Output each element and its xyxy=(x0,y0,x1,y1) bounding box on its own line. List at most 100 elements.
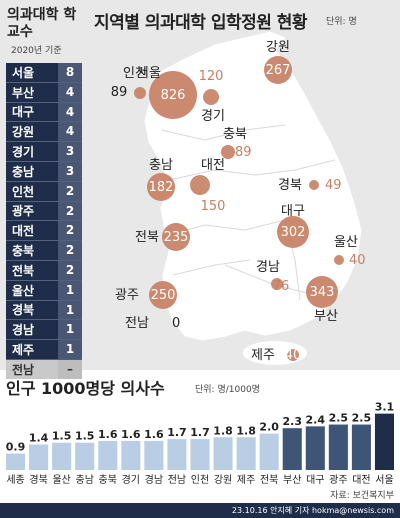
bar-9 xyxy=(213,437,233,470)
bar-value-8: 1.7 xyxy=(190,426,210,439)
bar-category-0: 세종 xyxy=(6,474,24,486)
bar-value-4: 1.6 xyxy=(98,428,118,441)
school-count-region: 부산 xyxy=(12,85,35,100)
school-count-row: 대전 2 xyxy=(6,221,82,242)
region-value-daejeon: 150 xyxy=(201,199,226,214)
school-count-region: 인천 xyxy=(12,184,35,199)
mainland-shape xyxy=(144,31,362,341)
panel-rows: 서울 8 부산 4 대구 4 강원 4 경기 3 충남 3 인천 2 광주 2 대전 2 충북 2 전북 2 울산 1 경북 1 경… xyxy=(6,63,82,379)
bar-value-16: 3.1 xyxy=(375,401,395,414)
bar-value-12: 2.3 xyxy=(282,415,302,428)
panel-subtitle: 2020년 기준 xyxy=(11,46,62,56)
credit-text: 23.10.16 안지혜 기자 hokma@newsis.com xyxy=(231,506,394,515)
bar-category-10: 제주 xyxy=(237,474,255,486)
region-value-ulsan: 40 xyxy=(349,253,366,268)
bar-value-0: 0.9 xyxy=(6,441,26,454)
bar-category-5: 경기 xyxy=(122,473,140,486)
region-value-jeonnam: 0 xyxy=(172,316,180,331)
bar-16 xyxy=(374,413,394,470)
region-value-jeonbuk: 235 xyxy=(164,230,189,245)
bubble-gyeongnam xyxy=(271,278,283,290)
school-count-row: 서울 8 xyxy=(6,63,82,83)
region-label-gyeongbuk: 경북 xyxy=(278,178,302,193)
bubble-jeonbuk xyxy=(162,223,190,251)
bubble-ulsan xyxy=(334,255,344,265)
bar-value-5: 1.6 xyxy=(121,428,141,441)
region-value-gyeonggi: 120 xyxy=(199,69,224,84)
bar-value-9: 1.8 xyxy=(213,424,233,437)
bar-value-10: 1.8 xyxy=(236,424,256,437)
bar-value-13: 2.4 xyxy=(306,413,326,426)
page-title: 지역별 의과대학 입학정원 현황 xyxy=(94,13,308,33)
map-land xyxy=(144,31,362,365)
bar-category-7: 전남 xyxy=(168,474,186,486)
school-count-region: 경남 xyxy=(12,323,35,338)
chart-title: 인구 1000명당 의사수 xyxy=(6,379,165,398)
chart-unit: 단위: 명/1000명 xyxy=(195,385,260,395)
bar-value-11: 2.0 xyxy=(259,421,279,434)
bar-3 xyxy=(75,442,95,470)
region-label-gyeongnam: 경남 xyxy=(256,260,280,275)
bar-category-6: 경남 xyxy=(145,473,163,486)
region-label-chungnam: 충남 xyxy=(149,158,173,173)
bubble-incheon xyxy=(134,87,146,99)
bubble-gangwon xyxy=(264,56,292,84)
school-count-row: 충북 2 xyxy=(6,241,82,261)
school-count-value: 8 xyxy=(58,63,82,82)
bar-12 xyxy=(282,428,302,470)
bar-value-6: 1.6 xyxy=(144,428,164,441)
school-count-value: 1 xyxy=(58,300,82,320)
school-count-row: 경기 3 xyxy=(6,142,82,162)
doctor-ratio-chart: 0.9 세종 1.4 경북 1.5 울산 1.5 충남 1.6 충북 1.6 경기 1.6 경남 1.7 전남… xyxy=(6,401,395,486)
school-count-row: 강원 4 xyxy=(6,122,82,143)
bar-category-12: 부산 xyxy=(283,474,301,486)
map-unit: 단위: 명 xyxy=(326,17,357,27)
region-label-busan: 부산 xyxy=(314,309,338,324)
region-label-gwangju: 광주 xyxy=(115,288,139,303)
school-count-value: 2 xyxy=(58,221,82,241)
region-label-incheon: 인천 xyxy=(123,66,147,81)
region-value-jeju: 40 xyxy=(285,348,302,363)
school-count-value: 3 xyxy=(58,161,82,181)
bar-14 xyxy=(328,424,348,470)
school-count-region: 제주 xyxy=(12,343,35,358)
bar-1 xyxy=(29,444,49,470)
region-label-gangwon: 강원 xyxy=(266,40,290,55)
bar-category-9: 강원 xyxy=(214,474,232,486)
school-count-region: 충남 xyxy=(12,164,35,179)
bar-category-3: 충남 xyxy=(76,474,94,486)
school-count-panel: 의과대학 학교수 2020년 기준 서울 8 부산 4 대구 4 강원 4 경기 3 충남 3 인천 2 광… xyxy=(3,3,85,379)
school-count-region: 충북 xyxy=(12,244,35,259)
school-count-region: 서울 xyxy=(12,65,35,80)
bubble-gyeonggi xyxy=(203,89,219,105)
school-count-row: 전북 2 xyxy=(6,260,82,281)
school-count-value: 4 xyxy=(58,102,82,122)
bubble-gwangju xyxy=(149,281,177,309)
bar-13 xyxy=(305,426,325,470)
school-count-region: 전북 xyxy=(12,263,35,278)
bar-6 xyxy=(144,440,164,470)
bar-category-16: 서울 xyxy=(375,474,393,486)
region-label-jeju: 제주 xyxy=(251,348,275,363)
region-value-daegu: 302 xyxy=(281,225,306,240)
region-label-chungbuk: 충북 xyxy=(223,127,247,142)
school-count-value: 3 xyxy=(58,142,82,161)
school-count-row: 경북 1 xyxy=(6,300,82,321)
bubble-daegu xyxy=(277,216,309,248)
school-count-region: 경북 xyxy=(12,303,35,318)
bar-category-15: 대전 xyxy=(352,474,370,486)
bar-2 xyxy=(52,442,72,470)
bubble-chungnam xyxy=(147,173,175,201)
region-label-jeonbuk: 전북 xyxy=(135,230,159,245)
school-count-region: 전남 xyxy=(12,362,35,377)
school-count-value: 2 xyxy=(58,181,82,201)
school-count-region: 대전 xyxy=(12,224,35,239)
bubble-chungbuk xyxy=(221,145,235,159)
bar-category-1: 경북 xyxy=(29,473,47,486)
bar-category-4: 충북 xyxy=(99,474,117,486)
bar-category-13: 대구 xyxy=(306,474,324,486)
region-label-daegu: 대구 xyxy=(281,204,305,219)
region-value-chungbuk: 89 xyxy=(235,145,252,160)
region-label-gyeonggi: 경기 xyxy=(201,109,225,124)
